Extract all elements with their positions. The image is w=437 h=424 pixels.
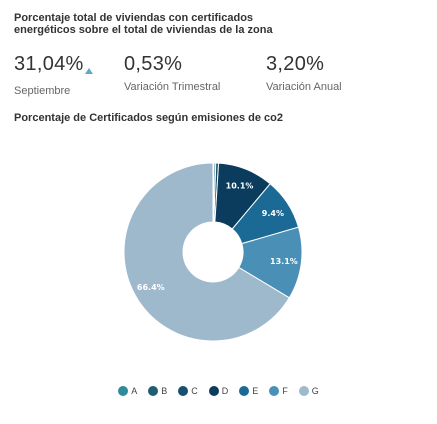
kpi-value: 0,53%	[124, 53, 183, 75]
legend-label: G	[311, 386, 319, 396]
kpi-section-title: Porcentaje total de viviendas con certif…	[14, 12, 273, 36]
slice-g[interactable]	[123, 162, 291, 342]
legend-dot-icon	[178, 386, 189, 396]
legend-label: A	[131, 386, 138, 396]
legend-item-a[interactable]: A	[118, 386, 137, 396]
kpi-quarterly-variation: 0,53% Variación Trimestral	[124, 52, 220, 94]
legend-label: D	[221, 386, 229, 396]
legend-item-g[interactable]: G	[298, 386, 319, 396]
legend-dot-icon	[118, 386, 129, 396]
kpi-label: Variación Trimestral	[124, 81, 221, 93]
kpi-september: 31,04% Septiembre	[14, 52, 93, 98]
kpi-value: 31,04%	[14, 52, 93, 80]
legend-item-d[interactable]: D	[208, 386, 229, 396]
kpi-label: Variación Anual	[266, 81, 342, 93]
trend-up-icon	[84, 56, 93, 80]
legend-label: C	[191, 386, 198, 396]
kpi-value: 3,20%	[266, 53, 325, 75]
legend-item-c[interactable]: C	[178, 386, 198, 396]
chart-legend: A B C D E F G	[0, 386, 437, 396]
kpi-annual-variation: 3,20% Variación Anual	[266, 52, 342, 94]
data-label-e: 9.4%	[262, 209, 284, 218]
chart-title: Porcentaje de Certificados según emision…	[14, 112, 283, 124]
legend-label: F	[282, 386, 288, 396]
legend-label: E	[252, 386, 259, 396]
legend-dot-icon	[208, 386, 219, 396]
legend-dot-icon	[269, 386, 280, 396]
legend-item-b[interactable]: B	[148, 386, 167, 396]
data-label-g: 66.4%	[137, 283, 165, 292]
legend-item-e[interactable]: E	[239, 386, 258, 396]
data-label-f: 13.1%	[270, 257, 298, 266]
legend-dot-icon	[239, 386, 250, 396]
kpi-label: Septiembre	[14, 85, 71, 97]
legend-dot-icon	[148, 386, 159, 396]
legend-item-f[interactable]: F	[269, 386, 288, 396]
legend-label: B	[161, 386, 168, 396]
data-label-d: 10.1%	[226, 182, 254, 191]
legend-dot-icon	[298, 386, 309, 396]
